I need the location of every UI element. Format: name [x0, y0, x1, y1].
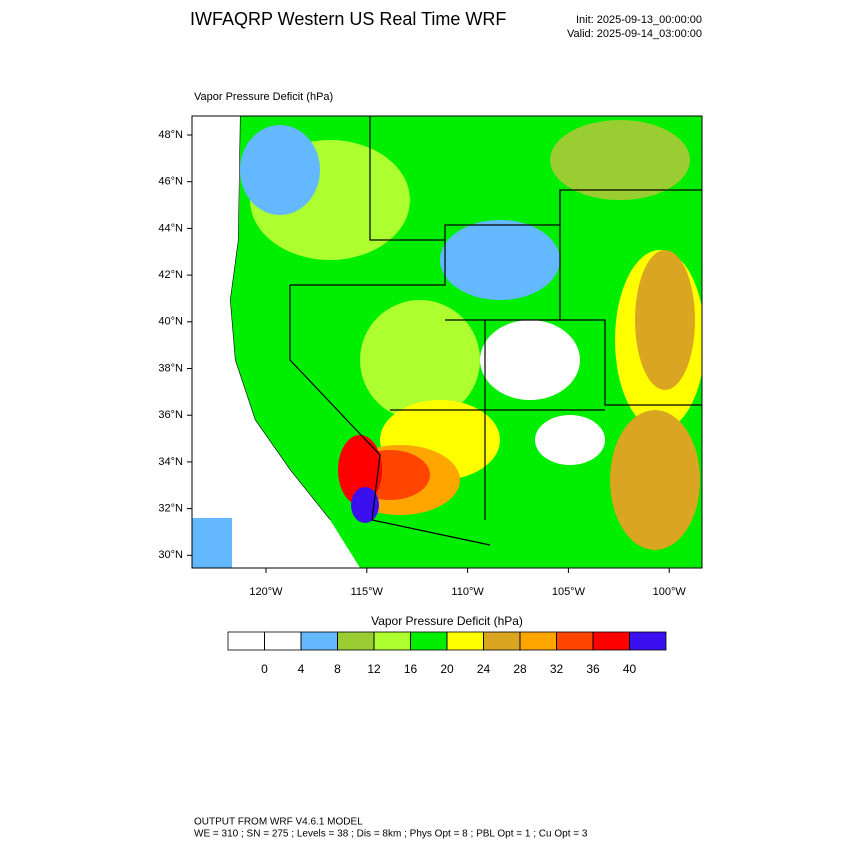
- lon-label: 110°W: [451, 586, 484, 598]
- lat-label: 46°N: [158, 176, 183, 188]
- lat-label: 38°N: [158, 362, 183, 374]
- colorbar-box: [227, 631, 265, 651]
- valid-time: Valid: 2025-09-14_03:00:00: [567, 28, 702, 40]
- lat-label: 34°N: [158, 456, 183, 468]
- lon-label: 115°W: [351, 586, 384, 598]
- map-frame: [191, 115, 703, 569]
- lat-label: 40°N: [158, 316, 183, 328]
- lat-label: 42°N: [158, 269, 183, 281]
- colorbar-label: 28: [513, 662, 527, 676]
- colorbar-box: [410, 631, 448, 651]
- colorbar-label: 4: [298, 662, 305, 676]
- colorbar-box: [373, 631, 411, 651]
- footer-line: OUTPUT FROM WRF V4.6.1 MODEL: [194, 817, 363, 828]
- lat-label: 36°N: [158, 409, 183, 421]
- colorbar-box: [337, 631, 375, 651]
- colorbar-label: 12: [367, 662, 381, 676]
- colorbar-box: [264, 631, 302, 651]
- colorbar-box: [300, 631, 338, 651]
- lon-label: 105°W: [552, 586, 586, 598]
- lon-label: 120°W: [249, 586, 283, 598]
- colorbar-box: [592, 631, 630, 651]
- colorbar-box: [556, 631, 594, 651]
- colorbar-label: 20: [440, 662, 454, 676]
- colorbar-box: [483, 631, 521, 651]
- init-time: Init: 2025-09-13_00:00:00: [576, 14, 702, 26]
- colorbar-label: 40: [623, 662, 637, 676]
- colorbar-label: 0: [261, 662, 268, 676]
- colorbar-box: [629, 631, 667, 651]
- lat-label: 32°N: [158, 503, 183, 515]
- colorbar-box: [446, 631, 484, 651]
- lat-label: 48°N: [158, 129, 183, 141]
- colorbar-title: Vapor Pressure Deficit (hPa): [371, 614, 523, 628]
- footer-line: WE = 310 ; SN = 275 ; Levels = 38 ; Dis …: [194, 829, 588, 840]
- map-label: Vapor Pressure Deficit (hPa): [194, 91, 333, 103]
- lon-label: 100°W: [653, 586, 687, 598]
- lat-label: 30°N: [158, 549, 183, 561]
- colorbar-label: 8: [334, 662, 341, 676]
- colorbar-label: 24: [477, 662, 491, 676]
- map: [192, 116, 702, 568]
- title: IWFAQRP Western US Real Time WRF: [190, 9, 506, 29]
- colorbar-label: 16: [404, 662, 418, 676]
- lat-label: 44°N: [158, 222, 183, 234]
- colorbar-label: 36: [586, 662, 600, 676]
- colorbar-label: 32: [550, 662, 564, 676]
- colorbar-box: [519, 631, 557, 651]
